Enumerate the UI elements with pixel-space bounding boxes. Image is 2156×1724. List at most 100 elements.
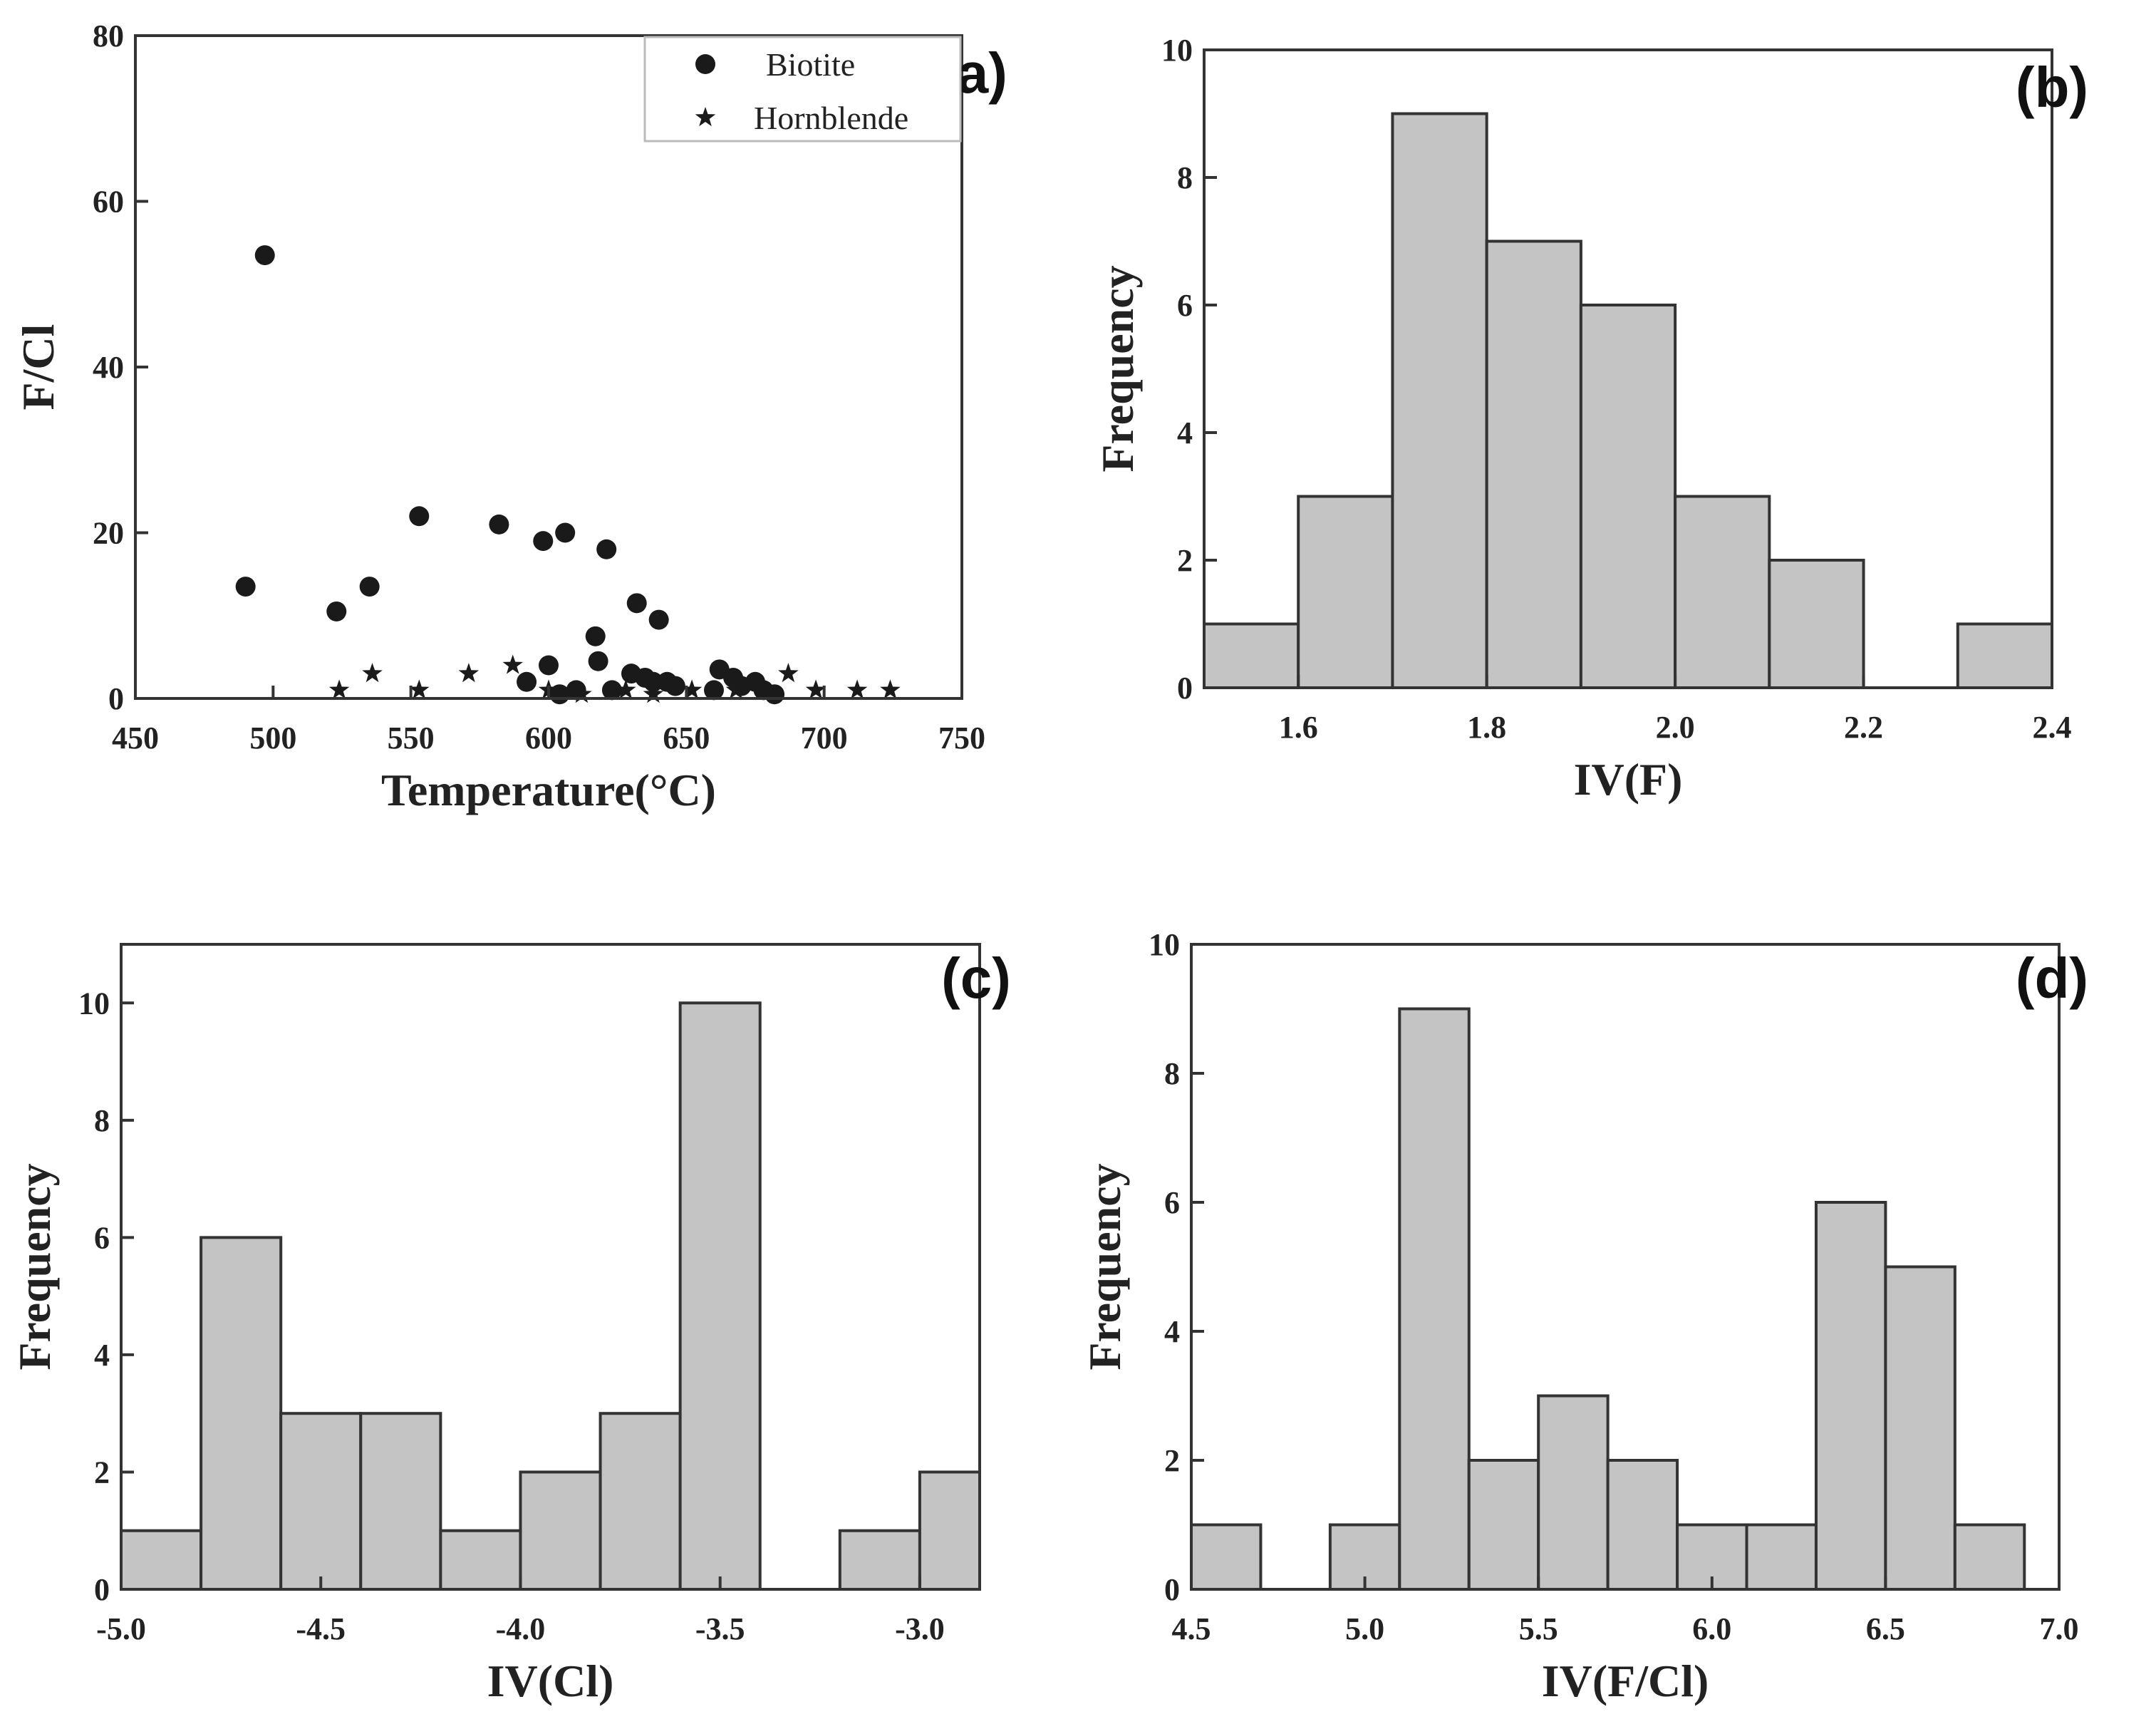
x-axis-label: IV(F) [1574, 754, 1683, 805]
scatter-point-biotite [533, 531, 554, 552]
histogram-bar [1391, 112, 1488, 689]
x-tick-label: -4.0 [496, 1611, 546, 1646]
histogram-bar [1203, 622, 1300, 689]
panel-label: (d) [2016, 946, 2088, 1010]
x-tick-label: -3.0 [895, 1611, 945, 1646]
histogram-bar [519, 1470, 602, 1591]
histogram-bar [1297, 495, 1394, 689]
x-tick-label: -3.5 [695, 1611, 745, 1646]
histogram-bar [439, 1529, 522, 1591]
scatter-point-biotite [489, 514, 509, 535]
histogram-bar [199, 1236, 283, 1591]
panel-b: 0 2 4 6 8 10 1.6 1.8 2.0 2.2 2.4 IV(F) Frequency (b) [1092, 33, 2088, 805]
x-tick-label: 6.0 [1692, 1611, 1731, 1646]
x-tick-label: 5.5 [1519, 1611, 1558, 1646]
scatter-point-biotite [235, 577, 256, 597]
y-tick-label: 6 [94, 1220, 110, 1255]
x-axis-label: IV(Cl) [487, 1656, 614, 1706]
x-axis-label: IV(F/Cl) [1542, 1656, 1709, 1706]
x-axis-label: Temperature(°C) [381, 765, 716, 815]
scatter-point-biotite [409, 506, 430, 527]
plot-frame [1203, 48, 2053, 689]
legend-label-hornblende: Hornblende [754, 100, 908, 136]
x-tick-label: 450 [112, 721, 159, 755]
scatter-point-hornblende [328, 679, 350, 699]
scatter-point-biotite [596, 539, 617, 559]
scatter-point-biotite [626, 593, 647, 614]
scatter-point-biotite [643, 671, 663, 692]
x-tick-label: 1.6 [1279, 710, 1318, 745]
histogram-bar [1606, 1459, 1679, 1591]
x-tick-label: 750 [938, 721, 985, 755]
scatter-point-hornblende [778, 663, 799, 683]
scatter-point-hornblende [502, 654, 523, 674]
histogram-bar [1398, 1007, 1471, 1591]
histogram-bar [359, 1412, 442, 1591]
y-tick-label: 8 [1177, 160, 1193, 195]
histogram-bar [1190, 1523, 1263, 1591]
x-tick-label: 2.2 [1844, 710, 1883, 745]
panel-a: 0 20 40 60 80 450 500 550 600 650 700 750 Temperatur… [13, 19, 1007, 815]
panel-label: (c) [941, 946, 1011, 1010]
histogram-bar [1674, 495, 1771, 689]
y-tick-label: 80 [93, 19, 124, 53]
histogram-bar [1953, 1523, 2026, 1591]
y-axis-label: F/Cl [13, 324, 63, 411]
scatter-point-hornblende [681, 679, 703, 699]
histogram-bar [918, 1470, 981, 1591]
histogram-bar [1579, 304, 1677, 689]
y-tick-label: 60 [93, 185, 124, 220]
x-tick-label: 2.4 [2033, 710, 2072, 745]
scatter-point-biotite [539, 655, 559, 676]
histogram-bar [120, 1529, 203, 1591]
x-tick-label: 4.5 [1172, 1611, 1211, 1646]
histogram-bar [678, 1001, 762, 1591]
x-tick-label: 7.0 [2040, 1611, 2079, 1646]
histogram-bar [1467, 1459, 1540, 1591]
plot-frame [1190, 943, 2061, 1591]
y-tick-label: 4 [1177, 415, 1193, 450]
histogram-bar [838, 1529, 921, 1591]
scatter-point-hornblende [805, 679, 826, 699]
x-tick-label: 5.0 [1345, 1611, 1384, 1646]
panel-c: 0 2 4 6 8 10 -5.0 -4.5 -4.0 -3.5 -3.0 IV(Cl) Frequen… [9, 943, 1011, 1706]
histogram-bar [1956, 622, 2054, 689]
scatter-point-hornblende [846, 679, 868, 699]
x-tick-label: 500 [249, 721, 296, 755]
scatter-point-hornblende [458, 663, 480, 683]
y-tick-label: 10 [1161, 33, 1193, 68]
y-tick-label: 6 [1164, 1185, 1180, 1220]
scatter-point-biotite [704, 680, 724, 701]
scatter-point-biotite [588, 651, 608, 671]
y-tick-label: 0 [108, 681, 124, 716]
plot-frame [120, 943, 981, 1591]
histogram-bar [1884, 1265, 1957, 1591]
scatter-point-biotite [585, 626, 606, 646]
scatter-point-biotite [555, 522, 576, 543]
y-tick-label: 4 [94, 1338, 110, 1373]
y-tick-label: 20 [93, 516, 124, 551]
y-axis-label: Frequency [1092, 265, 1143, 472]
histogram-bar [1814, 1201, 1887, 1591]
x-tick-label: 700 [801, 721, 848, 755]
legend-marker-biotite [695, 54, 715, 74]
scatter-point-biotite [665, 676, 685, 696]
x-tick-label: -5.0 [96, 1611, 146, 1646]
scatter-point-hornblende [362, 663, 383, 683]
x-tick-label: -4.5 [296, 1611, 346, 1646]
scatter-point-hornblende [571, 683, 592, 703]
y-axis-label: Frequency [1079, 1163, 1130, 1370]
scatter-point-hornblende [725, 679, 747, 699]
histogram-bar [1745, 1523, 1818, 1591]
histogram-bar [598, 1412, 682, 1591]
y-tick-label: 10 [1149, 927, 1180, 962]
scatter-point-biotite [359, 577, 380, 597]
x-tick-label: 600 [525, 721, 572, 755]
y-tick-label: 10 [78, 986, 110, 1021]
y-tick-label: 8 [1164, 1056, 1180, 1091]
y-tick-label: 2 [1177, 543, 1193, 578]
x-tick-label: 1.8 [1467, 710, 1506, 745]
legend-marker-hornblende [695, 107, 716, 127]
scatter-point-biotite [254, 245, 275, 266]
